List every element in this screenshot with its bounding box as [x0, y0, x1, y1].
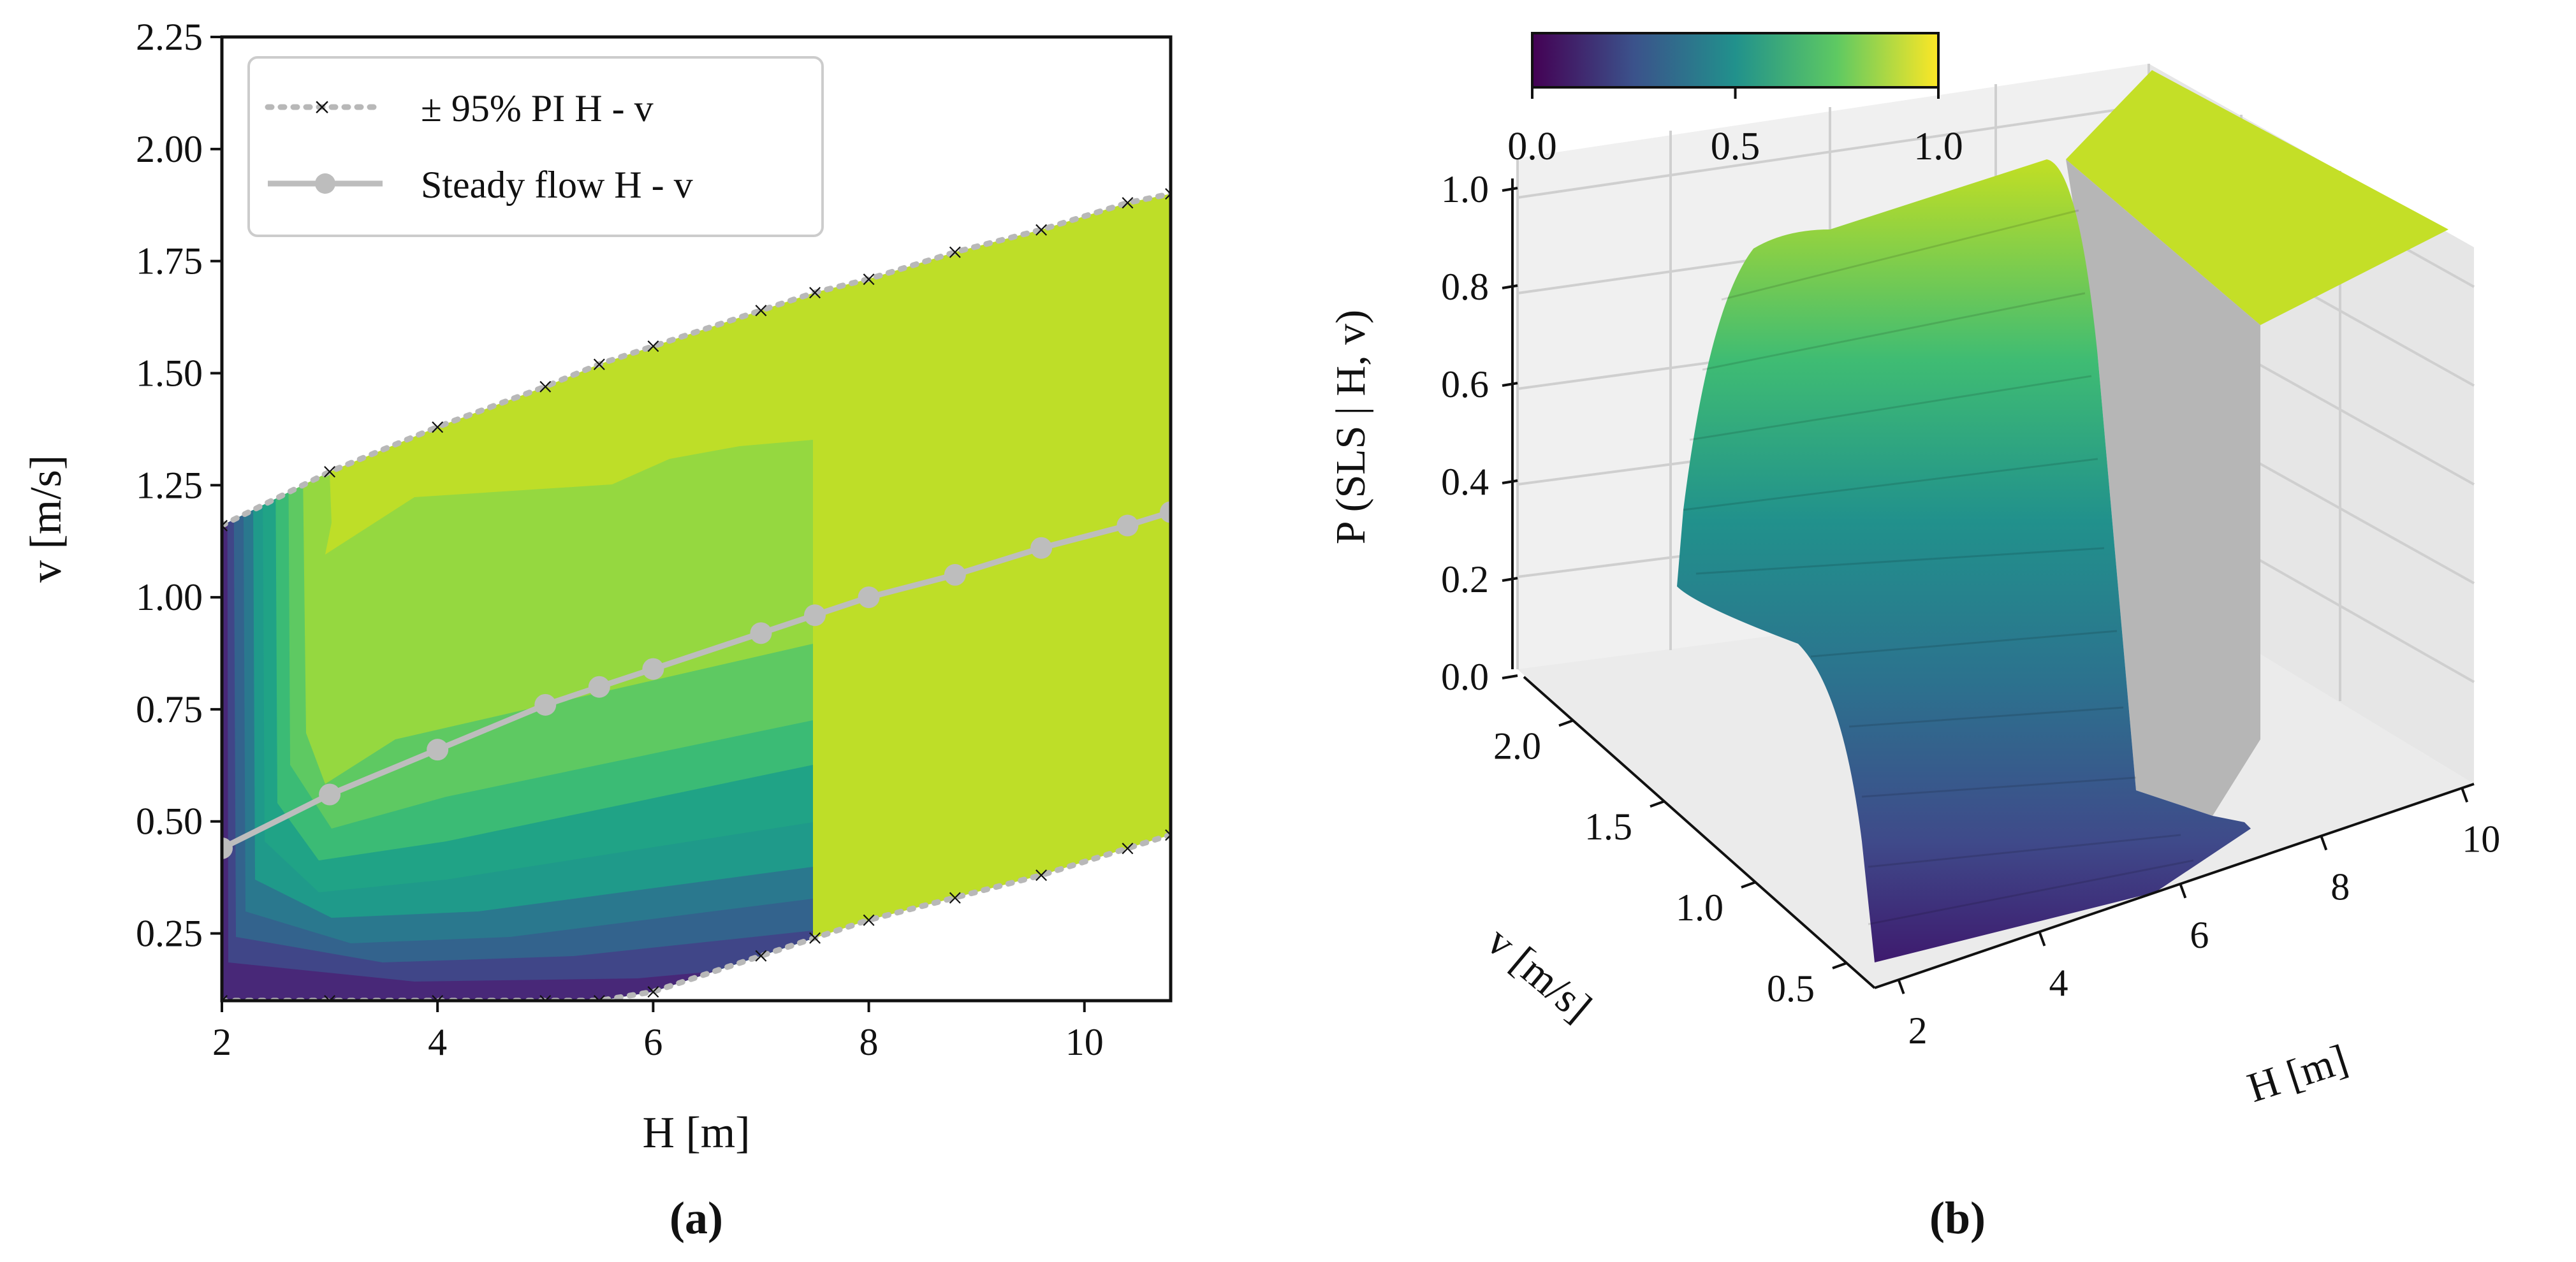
pi-marker: × [322, 985, 338, 1017]
surface-body [1677, 159, 2251, 962]
steady-flow-point [858, 586, 880, 609]
steady-flow-point [588, 676, 610, 698]
panel-label-b: (b) [1929, 1193, 1986, 1244]
surface-3d-chart: 0.0 0.2 0.4 0.6 0.8 1.0 2.0 1.5 1.0 0.5 2 4 6 8 10 P (… [1328, 32, 2500, 1244]
pi-marker: × [538, 985, 553, 1017]
y-tick-label: 2.00 [136, 128, 203, 170]
steady-flow-point [427, 739, 449, 761]
legend-label-steady: Steady flow H - v [421, 164, 693, 206]
y-tick-label: 1.50 [136, 352, 203, 394]
steady-flow-point [222, 837, 233, 859]
colorbar [1531, 32, 1940, 89]
plot-frame [220, 35, 1173, 1003]
colorbar-tick-label: 0.5 [1711, 125, 1760, 168]
y-tick-label: 1.75 [136, 240, 203, 282]
pi-marker: × [947, 882, 963, 913]
y-axis-label: v [m/s] [22, 455, 71, 583]
x-tick-label: 10 [1065, 1021, 1104, 1063]
v-tick-label: 1.0 [1676, 887, 1723, 929]
z-tick-label: 0.2 [1441, 558, 1489, 600]
pi-marker: × [645, 976, 661, 1008]
h-axis [1874, 783, 2475, 989]
colorbar-tick-label: 0.0 [1507, 125, 1557, 168]
pi-marker: × [430, 412, 446, 443]
z-tick-label: 0.6 [1441, 363, 1489, 405]
h-tick-label: 4 [2049, 962, 2068, 1004]
z-tick-label: 0.8 [1441, 266, 1489, 308]
contour-level-0.3 [222, 242, 813, 1001]
h-tick-label: 2 [1908, 1010, 1928, 1052]
surface-plateau [2066, 70, 2448, 325]
steady-flow-point [944, 563, 966, 586]
steady-flow-point [1160, 501, 1171, 523]
pi-marker: × [1163, 820, 1179, 851]
x-axis-label: H [m] [642, 1108, 750, 1157]
surface-mesh [1683, 209, 2194, 925]
v-tick-label: 0.5 [1767, 968, 1815, 1010]
v-tick-label: 2.0 [1493, 725, 1541, 767]
z-tick-label: 0.0 [1441, 656, 1489, 698]
h-tick-label: 10 [2462, 818, 2500, 860]
pi-marker: × [645, 331, 661, 362]
steady-flow-point [319, 783, 341, 806]
contour-plateau [813, 194, 1171, 1001]
pi-marker: × [591, 985, 607, 1017]
h-tick-label: 6 [2190, 914, 2209, 956]
pi-marker: × [1120, 187, 1136, 219]
pi-marker: × [430, 985, 446, 1017]
pi-marker: × [1163, 178, 1179, 210]
x-tick-label: 4 [428, 1021, 447, 1063]
z-axis-label: P (SLS | H, v) [1328, 310, 1374, 544]
steady-flow-point [642, 658, 664, 680]
x-tick-label: 8 [860, 1021, 879, 1063]
svg-text:×: × [313, 91, 330, 124]
pi-marker: × [753, 941, 769, 972]
x-tick-label: 2 [212, 1021, 231, 1063]
y-tick-label: 0.25 [136, 913, 203, 955]
surface-cliff [2066, 159, 2260, 816]
pi-marker: × [807, 277, 823, 308]
upper-pi-line [222, 191, 1171, 528]
pi-marker: × [1034, 214, 1050, 245]
pi-marker: × [214, 511, 230, 542]
pi-marker: × [861, 264, 877, 295]
pi-marker: × [322, 456, 338, 488]
v-axis-label: v [m/s] [1478, 918, 1600, 1031]
z-tick-label: 1.0 [1441, 168, 1489, 210]
pi-marker: × [591, 349, 607, 380]
pi-marker: × [214, 985, 230, 1017]
z-tick-label: 0.4 [1441, 461, 1489, 503]
steady-flow-point [804, 604, 826, 627]
y-tick-label: 1.25 [136, 464, 203, 506]
panel-label-a: (a) [670, 1193, 723, 1244]
y-tick-label: 0.75 [136, 688, 203, 730]
pi-marker: × [538, 372, 553, 403]
pi-marker: × [753, 295, 769, 326]
contour-chart: × × × × × × × × × × × × × × × × × × × × × × × × × × 2 4 6 8 10 0.25 0.5… [22, 16, 1179, 1244]
legend: × ± 95% PI H - v Steady flow H - v [247, 56, 824, 237]
colorbar-tick-label: 1.0 [1914, 125, 1963, 168]
steady-flow-point [534, 693, 557, 716]
pi-marker: × [807, 923, 823, 954]
pi-marker: × [861, 904, 877, 936]
y-tick-label: 1.00 [136, 576, 203, 618]
steady-flow-point [1030, 537, 1053, 559]
legend-label-pi: ± 95% PI H - v [421, 87, 654, 129]
steady-flow-point [1116, 514, 1139, 537]
pi-marker: × [947, 237, 963, 268]
pi-marker: × [1034, 860, 1050, 891]
x-tick-label: 6 [643, 1021, 662, 1063]
y-tick-label: 0.50 [136, 801, 203, 843]
h-axis-label: H [m] [2242, 1036, 2353, 1112]
v-axis [1523, 676, 1876, 989]
steady-flow-point [750, 622, 772, 644]
contour-level-0.6 [222, 204, 813, 1001]
v-tick-label: 1.5 [1584, 806, 1632, 848]
lower-pi-line [222, 832, 1171, 1001]
y-tick-label: 2.25 [136, 16, 203, 58]
h-tick-label: 8 [2331, 866, 2350, 908]
pi-marker: × [1120, 833, 1136, 864]
